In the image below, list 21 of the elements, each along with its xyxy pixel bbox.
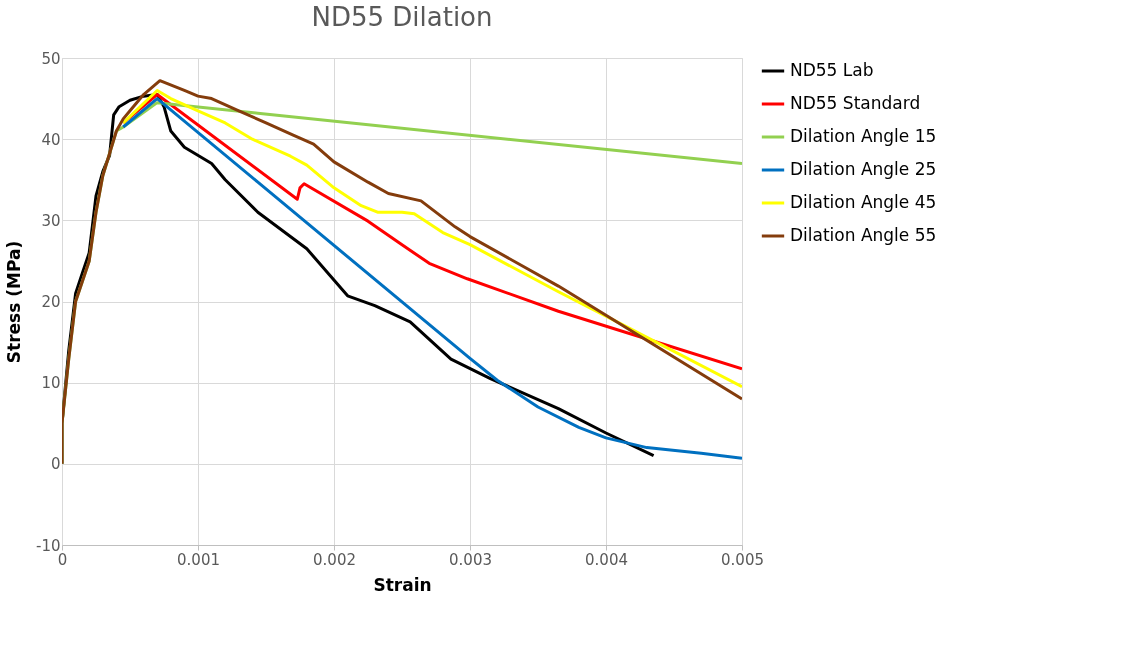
y-tick-label: 0 — [50, 455, 61, 474]
legend-label: Dilation Angle 15 — [790, 126, 937, 146]
x-axis-title: Strain — [373, 574, 432, 595]
y-tick-label: 20 — [41, 293, 61, 311]
x-tick-label: 0.003 — [449, 550, 492, 569]
x-tick-label: 0.005 — [721, 550, 764, 569]
y-tick-label: 50 — [41, 49, 61, 68]
legend-label: Dilation Angle 45 — [790, 192, 937, 212]
x-tick-label: 0.004 — [585, 550, 628, 569]
legend-label: ND55 Lab — [790, 60, 874, 80]
chart-title: ND55 Dilation — [311, 2, 493, 32]
y-tick-label: -10 — [36, 536, 61, 555]
y-axis-title: Stress (MPa) — [4, 240, 24, 364]
legend-label: Dilation Angle 25 — [790, 159, 937, 179]
legend-label: ND55 Standard — [790, 93, 921, 113]
legend-label: Dilation Angle 55 — [790, 225, 937, 245]
y-tick-label: 40 — [41, 130, 61, 149]
x-tick-label: 0.001 — [177, 550, 220, 569]
y-tick-label: 30 — [41, 211, 61, 230]
y-tick-label: 10 — [41, 374, 61, 393]
x-tick-label: 0.002 — [313, 550, 356, 569]
